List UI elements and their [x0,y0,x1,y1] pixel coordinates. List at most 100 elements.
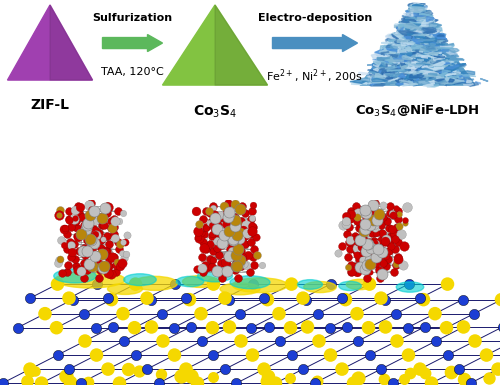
Point [388,380,396,385]
Polygon shape [391,54,404,59]
Point [52,325,60,331]
Polygon shape [390,79,402,83]
Polygon shape [404,23,420,26]
Polygon shape [410,48,426,51]
Polygon shape [402,56,415,59]
Polygon shape [412,22,426,24]
Polygon shape [418,13,424,14]
Point [213,226,221,232]
Polygon shape [412,10,424,12]
Point [392,311,400,317]
Point [80,252,88,258]
Polygon shape [390,62,406,65]
Point [225,238,233,244]
Polygon shape [398,31,404,33]
Polygon shape [429,23,440,28]
Point [378,229,386,236]
Polygon shape [428,40,434,45]
Polygon shape [386,78,400,81]
Polygon shape [402,24,420,25]
Polygon shape [404,31,412,34]
Polygon shape [414,9,424,13]
Point [374,246,382,252]
Point [221,366,229,372]
Point [260,295,268,301]
Point [224,212,232,218]
Text: TAA, 120°C: TAA, 120°C [101,67,164,77]
Polygon shape [404,75,420,79]
Polygon shape [402,27,409,30]
Polygon shape [419,16,428,20]
Polygon shape [396,84,404,85]
Polygon shape [413,78,420,80]
Point [394,239,402,245]
Polygon shape [398,31,412,35]
Polygon shape [418,37,424,38]
Polygon shape [426,81,429,84]
Polygon shape [416,32,428,35]
Polygon shape [419,80,424,84]
Point [0,380,6,385]
Polygon shape [389,65,404,69]
Point [202,246,210,253]
Polygon shape [404,16,420,18]
Point [238,203,246,209]
Polygon shape [418,15,430,18]
Polygon shape [410,11,416,12]
Point [61,225,69,231]
Point [201,261,209,268]
Point [222,208,230,214]
Polygon shape [392,64,398,66]
Point [232,380,240,385]
Polygon shape [399,43,416,47]
Polygon shape [406,65,415,66]
Polygon shape [414,36,416,37]
Polygon shape [468,82,471,83]
Polygon shape [399,80,412,83]
Polygon shape [412,27,420,28]
Point [275,311,283,317]
Polygon shape [408,18,414,20]
Polygon shape [404,22,411,23]
Polygon shape [380,45,394,50]
Point [81,338,89,344]
Polygon shape [405,38,410,41]
Polygon shape [402,45,419,49]
Polygon shape [420,67,432,73]
Ellipse shape [220,283,260,295]
Polygon shape [390,60,394,62]
Polygon shape [436,44,444,46]
Point [386,248,394,254]
Point [248,281,256,287]
Point [96,268,104,274]
Polygon shape [441,56,446,57]
Polygon shape [413,13,426,18]
Point [231,218,239,224]
Polygon shape [406,19,418,21]
Polygon shape [386,54,392,55]
Polygon shape [422,23,428,27]
Point [212,238,220,244]
Polygon shape [419,33,437,37]
Point [56,256,64,262]
Polygon shape [414,7,425,10]
Polygon shape [396,84,400,86]
Polygon shape [400,33,406,35]
Point [442,325,450,331]
Point [369,223,377,229]
Polygon shape [418,13,426,14]
Polygon shape [391,45,403,48]
Polygon shape [418,15,434,18]
Point [326,281,334,287]
Point [346,261,354,268]
Polygon shape [411,23,418,27]
Polygon shape [408,17,422,21]
Polygon shape [400,52,406,54]
Point [199,216,207,222]
Polygon shape [408,47,412,51]
Polygon shape [402,38,406,39]
Polygon shape [412,3,423,6]
Polygon shape [391,80,402,81]
Point [247,239,255,245]
Polygon shape [418,53,428,56]
